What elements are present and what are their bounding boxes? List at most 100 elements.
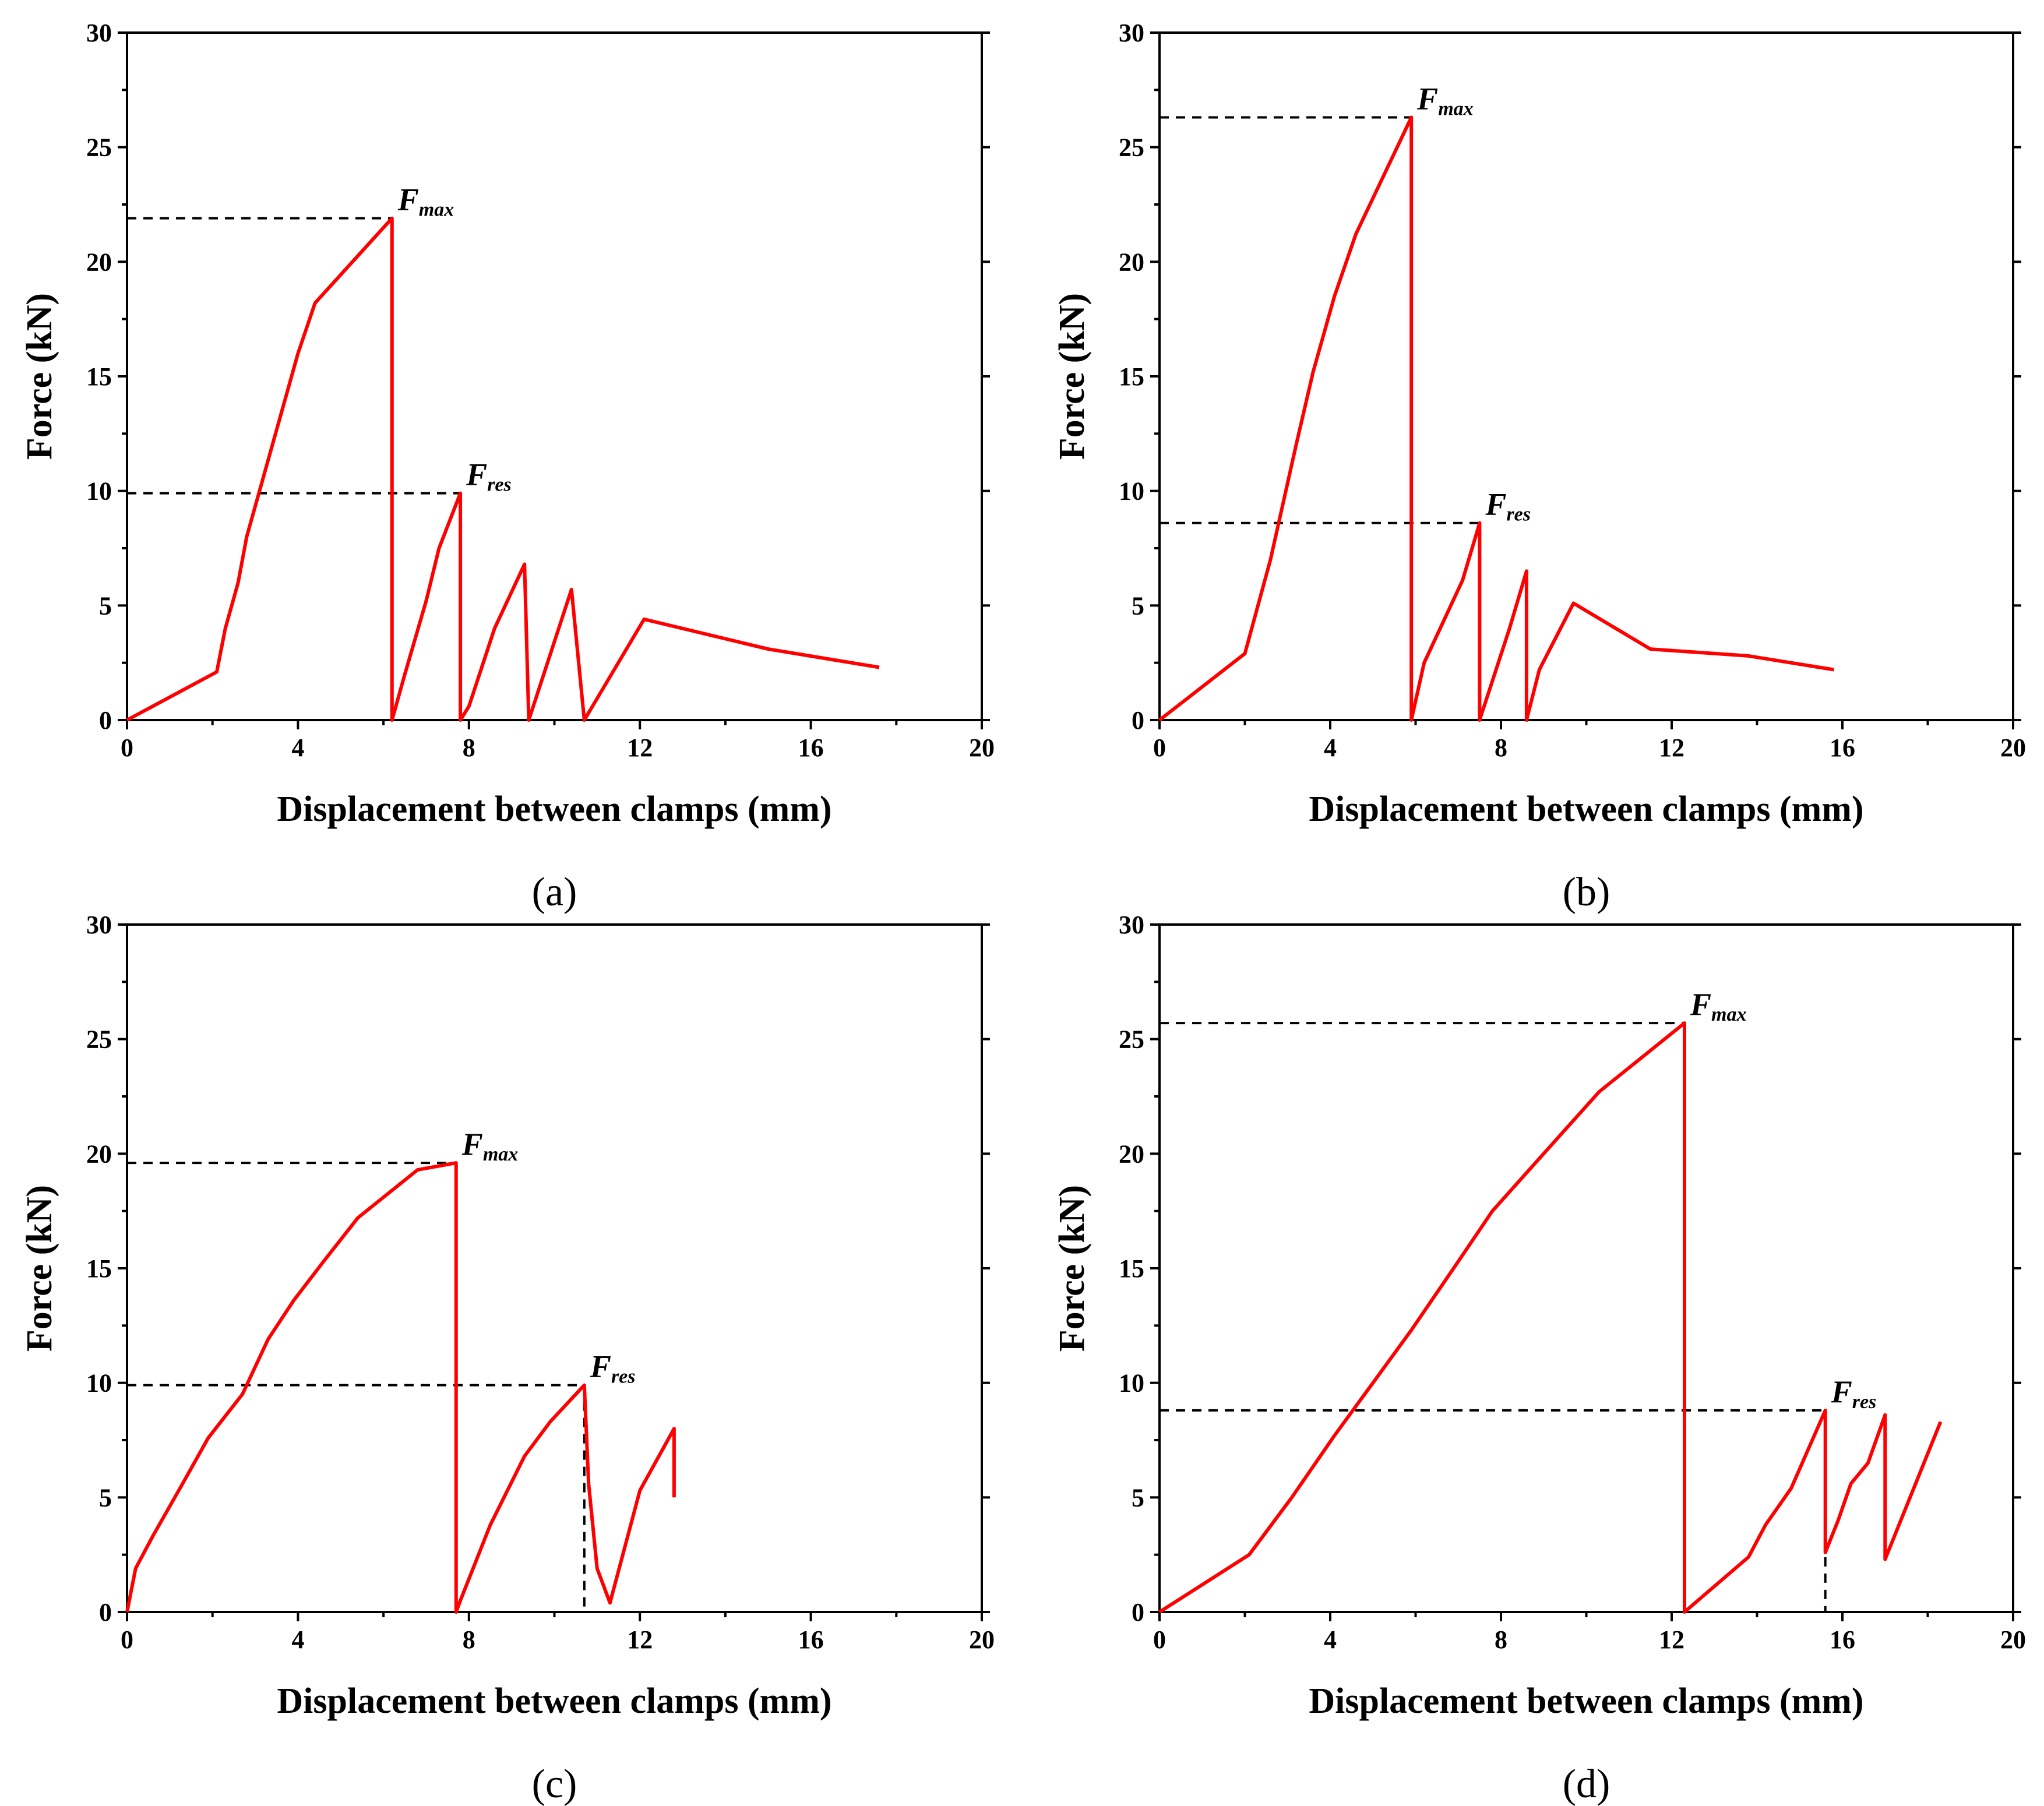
y-tick-label: 15 — [86, 362, 112, 391]
y-tick-label: 0 — [99, 706, 112, 735]
annotation-res: Fres — [590, 1349, 636, 1388]
y-tick-label: 10 — [86, 477, 112, 506]
y-tick-label: 25 — [1119, 1025, 1144, 1054]
x-axis-title: Displacement between clamps (mm) — [1309, 1681, 1863, 1721]
x-tick-label: 0 — [1153, 733, 1166, 762]
series-line — [1158, 1021, 1943, 1614]
annotation-main: F — [1416, 82, 1438, 117]
y-tick-label: 25 — [1119, 133, 1144, 162]
y-tick-label: 20 — [86, 248, 112, 276]
x-tick-label: 12 — [1659, 733, 1684, 762]
y-tick-label: 15 — [86, 1254, 112, 1283]
y-tick-label: 30 — [86, 19, 112, 47]
y-tick-label: 20 — [1119, 248, 1144, 276]
y-tick-label: 30 — [86, 911, 112, 939]
annotation-max: Fmax — [397, 182, 454, 221]
y-tick-label: 10 — [1119, 477, 1144, 506]
x-tick-label: 16 — [798, 733, 824, 762]
panel-label: (b) — [1563, 870, 1610, 915]
y-tick-label: 5 — [1132, 1483, 1144, 1512]
annotation-subscript: res — [1506, 504, 1531, 525]
chart-panel-3: 0 4 8 12 16 20 0 5 10 15 20 25 30 Displacement betwee… — [20, 911, 995, 1806]
annotation-main: F — [1831, 1374, 1852, 1409]
x-tick-label: 0 — [121, 733, 133, 762]
annotation-max: Fmax — [1690, 987, 1746, 1025]
annotation-main: F — [590, 1349, 611, 1384]
x-tick-label: 16 — [1830, 1625, 1855, 1654]
annotation-max: Fmax — [1416, 82, 1473, 120]
y-tick-label: 25 — [86, 133, 112, 162]
x-tick-label: 20 — [969, 1625, 995, 1654]
y-tick-label: 15 — [1119, 362, 1144, 391]
y-tick-label: 30 — [1119, 19, 1144, 47]
annotation-res: Fres — [1831, 1374, 1877, 1413]
annotation-subscript: max — [1711, 1004, 1746, 1025]
x-tick-label: 16 — [798, 1625, 824, 1654]
annotation-main: F — [1690, 987, 1711, 1022]
x-tick-label: 12 — [627, 733, 653, 762]
annotation-res: Fres — [466, 457, 512, 496]
y-tick-label: 5 — [99, 591, 112, 620]
annotation-main: F — [466, 457, 487, 492]
x-tick-label: 20 — [969, 733, 995, 762]
y-tick-label: 15 — [1119, 1254, 1144, 1283]
annotation-subscript: res — [1852, 1391, 1877, 1413]
x-tick-label: 8 — [1495, 733, 1507, 762]
panel-label: (d) — [1563, 1762, 1610, 1806]
y-tick-label: 0 — [1132, 706, 1144, 735]
x-axis-title: Displacement between clamps (mm) — [1309, 789, 1863, 829]
y-tick-label: 0 — [99, 1598, 112, 1627]
y-tick-label: 20 — [1119, 1140, 1144, 1168]
chart-panel-2: 0 4 8 12 16 20 0 5 10 15 20 25 30 Displacement betwee… — [1052, 19, 2026, 915]
x-tick-label: 4 — [1324, 1625, 1337, 1654]
panel-label: (a) — [532, 870, 577, 915]
annotation-res: Fres — [1485, 487, 1531, 525]
annotation-subscript: max — [1438, 98, 1473, 120]
x-tick-label: 4 — [1324, 733, 1337, 762]
annotation-subscript: max — [419, 199, 454, 221]
annotation-subscript: max — [483, 1144, 518, 1165]
chart-panel-4: 0 4 8 12 16 20 0 5 10 15 20 25 30 Displacement betwee… — [1052, 911, 2026, 1806]
y-axis-title: Force (kN) — [1052, 1185, 1092, 1352]
x-tick-label: 0 — [1153, 1625, 1166, 1654]
x-tick-label: 16 — [1830, 733, 1855, 762]
series-line — [1158, 115, 1834, 722]
x-tick-label: 8 — [463, 733, 475, 762]
annotation-main: F — [397, 182, 419, 217]
panel-label: (c) — [532, 1762, 577, 1806]
x-tick-label: 4 — [291, 733, 304, 762]
x-tick-label: 12 — [627, 1625, 653, 1654]
y-tick-label: 5 — [1132, 591, 1144, 620]
x-tick-label: 20 — [2000, 1625, 2026, 1654]
y-axis-title: Force (kN) — [20, 293, 59, 460]
x-tick-label: 0 — [121, 1625, 133, 1654]
axes-frame — [126, 923, 983, 1613]
y-tick-label: 0 — [1132, 1598, 1144, 1627]
x-tick-label: 8 — [1495, 1625, 1507, 1654]
y-tick-label: 10 — [1119, 1369, 1144, 1398]
x-axis-title: Displacement between clamps (mm) — [277, 789, 831, 829]
y-axis-title: Force (kN) — [20, 1185, 59, 1352]
x-tick-label: 4 — [291, 1625, 304, 1654]
chart-panel-1: 0 4 8 12 16 20 0 5 10 15 20 25 30 Displacement betwee… — [20, 19, 995, 915]
series-line — [125, 1161, 676, 1614]
y-tick-label: 10 — [86, 1369, 112, 1398]
x-tick-label: 12 — [1659, 1625, 1684, 1654]
y-tick-label: 5 — [99, 1483, 112, 1512]
y-tick-label: 20 — [86, 1140, 112, 1168]
annotation-subscript: res — [487, 474, 512, 496]
annotation-subscript: res — [611, 1366, 636, 1388]
axes-frame — [1158, 31, 2014, 721]
x-tick-label: 20 — [2000, 733, 2026, 762]
x-axis-title: Displacement between clamps (mm) — [277, 1681, 831, 1721]
y-tick-label: 25 — [86, 1025, 112, 1054]
annotation-main: F — [461, 1127, 483, 1162]
x-tick-label: 8 — [463, 1625, 475, 1654]
series-line — [126, 216, 880, 722]
annotation-max: Fmax — [461, 1127, 518, 1165]
axes-frame — [126, 31, 983, 721]
y-tick-label: 30 — [1119, 911, 1144, 939]
annotation-main: F — [1485, 487, 1506, 522]
y-axis-title: Force (kN) — [1052, 293, 1092, 460]
